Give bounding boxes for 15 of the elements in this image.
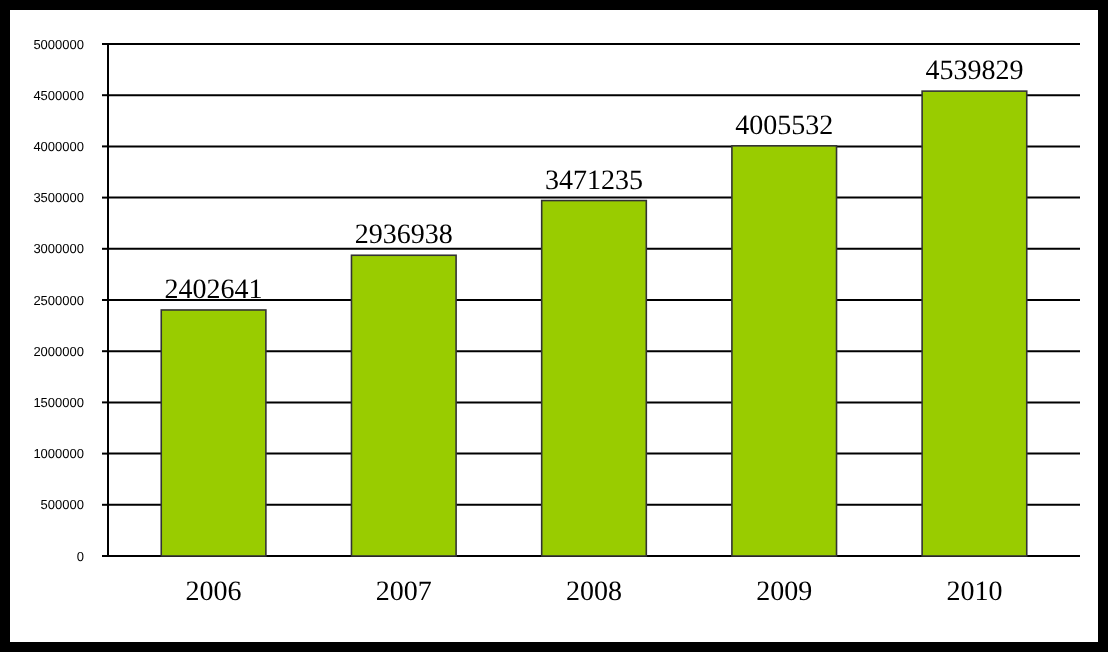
data-label: 4005532 [735, 111, 834, 142]
data-label: 2936938 [354, 221, 453, 252]
bar [540, 199, 648, 557]
data-label: 4539829 [925, 57, 1024, 88]
x-tick-label: 2007 [375, 578, 432, 608]
bar [160, 309, 267, 557]
x-tick-label: 2010 [946, 578, 1003, 608]
bar [350, 254, 457, 557]
bar [731, 145, 838, 557]
data-label: 3471235 [545, 166, 643, 197]
x-tick-label: 2006 [185, 578, 242, 608]
x-tick-label: 2009 [756, 578, 813, 608]
x-tick-label: 2008 [566, 578, 622, 608]
bar [921, 90, 1028, 557]
data-label: 2402641 [164, 275, 263, 306]
